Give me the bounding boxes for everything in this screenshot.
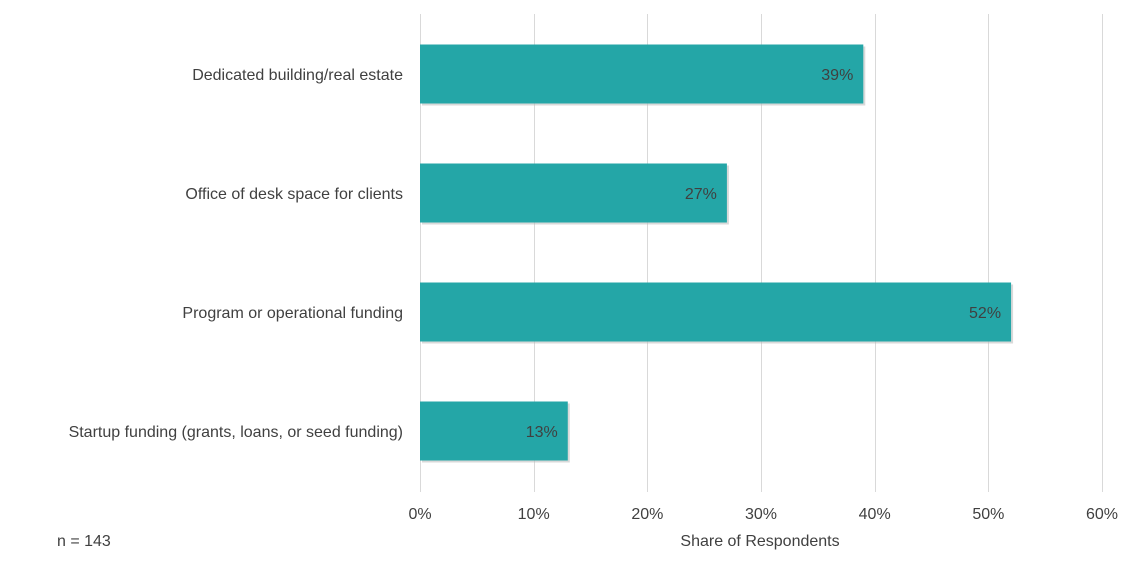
x-tick-label: 20% [631,506,663,523]
category-label: Program or operational funding [182,305,403,322]
bar-data-label: 27% [685,186,717,203]
x-tick-labels: 0% 10% 20% 30% 40% 50% 60% [408,506,1118,523]
data-labels: 39% 27% 52% 13% [526,67,1001,441]
bar [420,282,1012,342]
x-tick-label: 60% [1086,506,1118,523]
bar-data-label: 52% [969,305,1001,322]
x-tick-label: 40% [859,506,891,523]
x-tick-label: 10% [518,506,550,523]
bar-data-label: 13% [526,424,558,441]
sample-size-note: n = 143 [57,533,111,550]
category-label: Office of desk space for clients [185,186,403,203]
bar [420,44,864,104]
category-label: Startup funding (grants, loans, or seed … [69,424,403,441]
x-axis-title: Share of Respondents [680,533,839,550]
x-tick-label: 50% [972,506,1004,523]
bar [420,163,727,223]
bar-data-label: 39% [821,67,853,84]
category-labels: Dedicated building/real estate Office of … [69,67,404,441]
bar [420,401,568,461]
category-label: Dedicated building/real estate [192,67,403,84]
bars [420,44,1014,463]
x-tick-label: 30% [745,506,777,523]
x-tick-label: 0% [408,506,431,523]
